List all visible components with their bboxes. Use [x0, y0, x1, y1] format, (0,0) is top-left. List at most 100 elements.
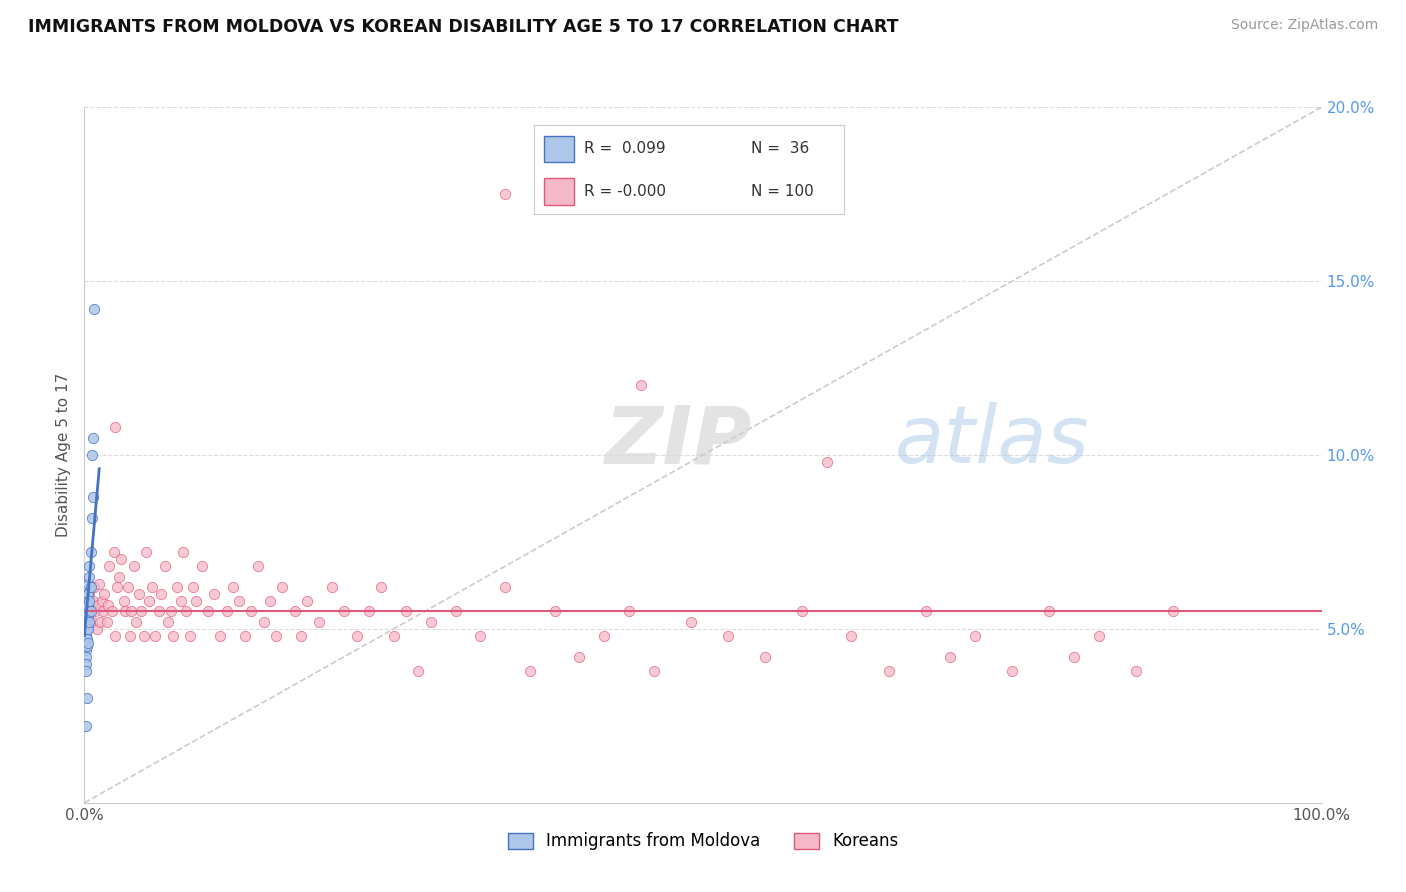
Point — [290, 629, 312, 643]
Point — [77, 636, 100, 650]
Point — [153, 559, 176, 574]
Point — [89, 576, 111, 591]
Point — [82, 594, 104, 608]
Point — [295, 594, 318, 608]
Point — [80, 615, 103, 629]
Point — [76, 598, 98, 612]
Point — [103, 545, 125, 559]
Point — [172, 545, 194, 559]
Point — [568, 649, 591, 664]
Point — [321, 580, 343, 594]
Point — [79, 559, 101, 574]
Point — [96, 615, 118, 629]
Point — [444, 605, 467, 619]
Point — [125, 615, 148, 629]
Point — [86, 622, 108, 636]
Point — [494, 580, 516, 594]
Point — [215, 605, 238, 619]
Point — [110, 552, 132, 566]
Text: Source: ZipAtlas.com: Source: ZipAtlas.com — [1230, 18, 1378, 32]
Point — [240, 605, 263, 619]
Point — [965, 629, 987, 643]
Point — [150, 587, 173, 601]
Point — [75, 649, 97, 664]
Point — [97, 598, 120, 612]
Point — [141, 580, 163, 594]
Point — [82, 431, 104, 445]
Point — [408, 664, 430, 678]
Point — [77, 587, 100, 601]
Point — [157, 615, 180, 629]
Point — [76, 587, 98, 601]
Point — [174, 605, 197, 619]
Point — [382, 629, 405, 643]
Point — [494, 187, 516, 202]
Text: N =  36: N = 36 — [751, 142, 808, 156]
Point — [120, 629, 142, 643]
Point — [79, 570, 101, 584]
Point — [77, 576, 100, 591]
Point — [89, 615, 111, 629]
Y-axis label: Disability Age 5 to 17: Disability Age 5 to 17 — [56, 373, 72, 537]
Point — [79, 605, 101, 619]
Text: atlas: atlas — [894, 402, 1090, 480]
Point — [264, 629, 287, 643]
Point — [76, 632, 98, 647]
Point — [93, 587, 115, 601]
Point — [162, 629, 184, 643]
Point — [80, 510, 103, 524]
Text: ZIP: ZIP — [605, 402, 751, 480]
Point — [117, 580, 139, 594]
Point — [75, 664, 97, 678]
Point — [209, 629, 232, 643]
Text: N = 100: N = 100 — [751, 185, 814, 199]
Point — [1125, 664, 1147, 678]
Point — [395, 605, 418, 619]
Point — [679, 615, 702, 629]
Point — [75, 657, 97, 671]
Point — [197, 605, 219, 619]
Point — [75, 719, 97, 733]
Point — [1001, 664, 1024, 678]
Text: R =  0.099: R = 0.099 — [583, 142, 665, 156]
Point — [77, 607, 100, 622]
Point — [129, 605, 152, 619]
Point — [191, 559, 214, 574]
Point — [108, 570, 131, 584]
Point — [939, 649, 962, 664]
Point — [333, 605, 356, 619]
Point — [79, 594, 101, 608]
Point — [166, 580, 188, 594]
Point — [138, 594, 160, 608]
Point — [202, 587, 225, 601]
Point — [419, 615, 441, 629]
Point — [357, 605, 380, 619]
Bar — [544, 136, 575, 162]
Point — [87, 598, 110, 612]
Point — [346, 629, 368, 643]
Point — [1038, 605, 1060, 619]
Point — [841, 629, 863, 643]
Point — [246, 559, 269, 574]
Point — [76, 622, 98, 636]
Point — [104, 629, 127, 643]
Point — [76, 691, 98, 706]
Point — [914, 605, 936, 619]
Point — [76, 615, 98, 629]
Point — [284, 605, 307, 619]
Point — [233, 629, 256, 643]
Point — [79, 580, 101, 594]
Point — [75, 615, 97, 629]
Point — [181, 580, 204, 594]
Point — [519, 664, 541, 678]
Point — [259, 594, 281, 608]
Point — [90, 594, 112, 608]
Point — [222, 580, 245, 594]
Point — [120, 605, 142, 619]
Point — [79, 615, 101, 629]
Point — [1088, 629, 1111, 643]
Point — [83, 301, 105, 316]
Point — [79, 545, 101, 559]
Point — [98, 559, 121, 574]
Point — [717, 629, 740, 643]
